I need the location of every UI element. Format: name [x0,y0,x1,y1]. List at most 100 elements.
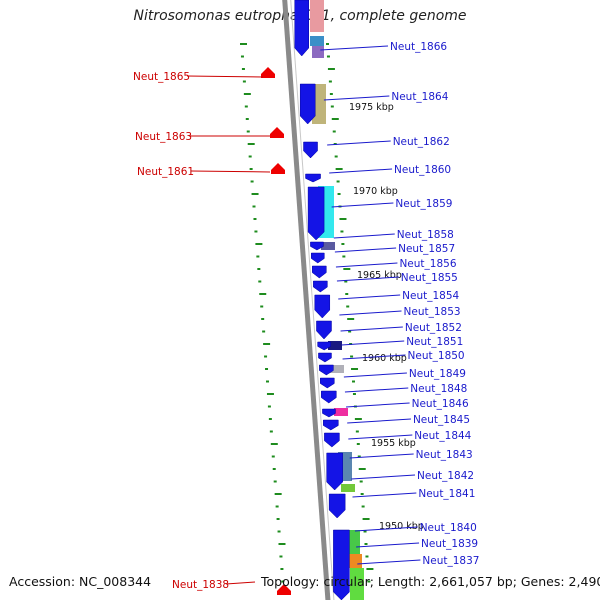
gene-label: Neut_1864 [391,91,448,103]
feature-block [310,0,324,32]
reverse-gene-arrow [270,127,284,138]
gene-label: Neut_1865 [133,71,190,83]
gene-leader-line [333,233,395,239]
scale-label: 1955 kbp [371,438,416,449]
forward-gene-arrow [328,493,346,519]
gene-label: Neut_1863 [135,131,192,143]
scale-label: 1965 kbp [357,270,402,281]
gene-label: Neut_1866 [390,41,447,53]
gene-leader-line [343,372,407,378]
gene-label: Neut_1841 [418,488,475,500]
gene-leader-line [225,581,256,585]
backbone-edge [290,0,335,600]
feature-block [312,84,326,124]
gene-leader-line [323,95,390,101]
feature-block [321,242,335,250]
gene-leader-line [345,402,410,408]
gene-leader-line [327,140,391,146]
gene-leader-line [356,542,420,548]
forward-gene-arrow [307,186,325,241]
scale-label: 1960 kbp [362,353,407,364]
forward-gene-arrow [299,83,316,125]
gene-leader-line [341,340,405,346]
gene-label: Neut_1849 [409,368,466,380]
gene-label: Neut_1842 [417,470,474,482]
forward-gene-arrow [333,529,350,600]
gene-label: Neut_1846 [412,398,469,410]
gene-label: Neut_1838 [172,579,229,591]
gene-leader-line [335,262,398,268]
scale-label: 1950 kbp [379,521,424,532]
genome-summary: Topology: circular; Length: 2,661,057 bp… [261,574,600,589]
gene-label: Neut_1845 [413,414,470,426]
forward-gene-arrow [317,341,331,351]
feature-block [350,568,364,600]
gene-leader-line [342,354,406,360]
gene-label: Neut_1839 [421,538,478,550]
forward-gene-arrow [318,352,332,363]
gene-label: Neut_1855 [401,272,458,284]
gene-leader-line [354,526,418,532]
scale-label: 1975 kbp [349,102,394,113]
gene-label: Neut_1852 [405,322,462,334]
gene-label: Neut_1862 [393,136,450,148]
forward-gene-arrow [303,141,318,159]
gene-leader-line [348,434,413,440]
reverse-gene-arrow [261,67,275,78]
gene-label: Neut_1861 [137,166,194,178]
gene-leader-line [349,453,414,459]
gene-leader-line [352,492,417,498]
gene-label: Neut_1848 [410,383,467,395]
gene-label: Neut_1854 [402,290,459,302]
forward-gene-arrow [319,364,334,376]
gene-leader-line [190,170,271,173]
gene-leader-line [334,247,397,253]
forward-gene-arrow [321,390,337,404]
gene-leader-line [344,387,409,393]
genome-backbone [282,0,331,600]
feature-block [341,484,355,492]
gene-leader-line [320,45,389,51]
gene-label: Neut_1840 [420,522,477,534]
forward-gene-arrow [312,265,327,279]
feature-block [348,554,362,568]
forward-gene-arrow [314,294,331,319]
gene-label: Neut_1850 [408,350,465,362]
reverse-gene-arrow [271,163,285,174]
gene-leader-line [331,202,394,208]
gene-leader-line [338,294,401,300]
forward-gene-arrow [323,419,339,431]
forward-gene-arrow [310,241,324,251]
reverse-gene-arrow [277,584,291,595]
forward-gene-arrow [326,452,343,491]
gene-label: Neut_1858 [397,229,454,241]
forward-gene-arrow [311,252,325,264]
feature-block [334,408,348,416]
gene-label: Neut_1859 [395,198,452,210]
forward-gene-arrow [316,320,332,340]
gene-leader-line [186,75,264,78]
feature-block [328,341,342,350]
gene-leader-line [329,168,393,174]
accession-label: Accession: NC_008344 [9,574,152,589]
gene-label: Neut_1843 [416,449,473,461]
gene-label: Neut_1856 [399,258,456,270]
gene-label: Neut_1851 [406,336,463,348]
forward-gene-arrow [313,280,328,293]
gene-leader-line [339,310,402,316]
gene-label: Neut_1844 [414,430,471,442]
gene-leader-line [336,276,399,282]
gene-label: Neut_1853 [404,306,461,318]
forward-gene-arrow [294,0,309,57]
forward-gene-arrow [324,432,340,448]
forward-gene-arrow [305,173,321,183]
gene-label: Neut_1860 [394,164,451,176]
gene-label: Neut_1837 [422,555,479,567]
feature-block [310,36,324,46]
gene-leader-line [340,326,403,332]
gene-label: Neut_1857 [398,243,455,255]
feature-block [312,46,324,58]
gene-leader-line [351,474,416,480]
